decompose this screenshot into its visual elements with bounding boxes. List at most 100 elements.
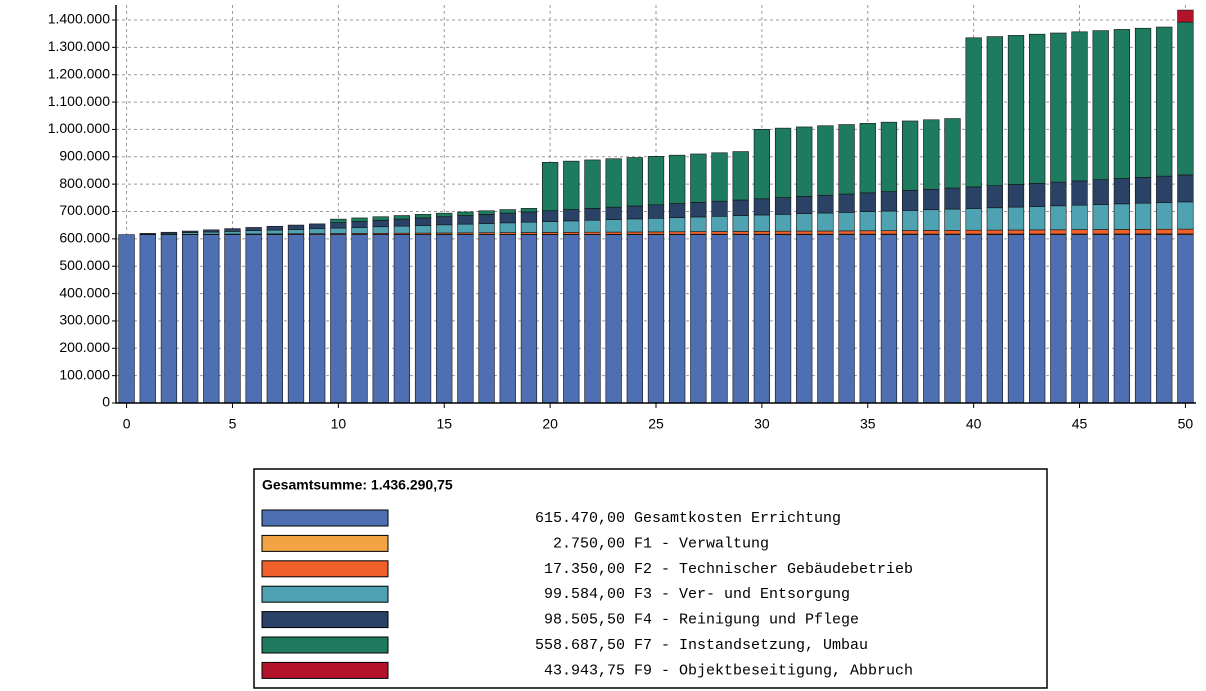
bar-segment <box>986 207 1003 231</box>
legend-swatch <box>261 534 389 552</box>
bar-segment <box>287 234 305 404</box>
bar-segment <box>1177 201 1194 230</box>
bar-segment <box>351 227 368 234</box>
bar-segment <box>499 209 516 214</box>
bar-segment <box>436 234 453 404</box>
bar-segment <box>669 154 686 204</box>
bar-segment <box>859 230 876 235</box>
bar-segment <box>1156 234 1173 404</box>
bar-segment <box>266 229 283 235</box>
legend-label: F4 - Reinigung und Pflege <box>634 612 859 629</box>
y-tick-label: 600.000 <box>59 230 110 246</box>
bar-segment <box>393 218 411 227</box>
bar-segment <box>499 212 516 224</box>
bar-segment <box>584 234 601 404</box>
bar-segment <box>838 230 855 235</box>
legend-amount: 17.350,00 <box>544 561 625 578</box>
bar-segment <box>181 230 199 233</box>
bar-segment <box>880 191 898 212</box>
x-tick-label: 0 <box>123 416 131 432</box>
bar-segment <box>753 231 771 235</box>
bar-segment <box>584 231 601 235</box>
bar-segment <box>478 210 495 215</box>
bar-segment <box>1071 180 1088 206</box>
bar-segment <box>1029 33 1046 184</box>
bar-segment <box>626 234 643 404</box>
bar-segment <box>605 219 622 233</box>
bar-segment <box>1071 229 1088 235</box>
bar-segment <box>923 230 940 235</box>
bar-segment <box>796 126 813 197</box>
bar-segment <box>541 162 559 212</box>
bar-segment <box>499 234 516 404</box>
bar-segment <box>986 234 1003 404</box>
bar-segment <box>796 234 813 404</box>
bar-segment <box>669 203 686 218</box>
bar-segment <box>753 198 771 216</box>
bar-segment <box>160 234 178 404</box>
bar-segment <box>838 212 855 232</box>
bar-segment <box>1029 182 1046 207</box>
bar-segment <box>774 127 792 198</box>
bar-segment <box>1134 202 1152 230</box>
bar-segment <box>1156 202 1173 230</box>
bar-segment <box>880 230 898 235</box>
bar-segment <box>690 231 707 235</box>
bar-segment <box>478 223 495 234</box>
y-tick-label: 700.000 <box>59 202 110 218</box>
bar-segment <box>224 231 241 235</box>
bar-segment <box>626 205 643 220</box>
bar-segment <box>351 234 368 404</box>
bar-segment <box>647 156 665 206</box>
bar-segment <box>563 234 580 404</box>
bar-segment <box>393 225 411 234</box>
bar-segment <box>626 157 643 207</box>
bar-segment <box>732 231 749 235</box>
x-tick-label: 15 <box>436 416 452 432</box>
bar-segment <box>796 230 813 235</box>
bar-segment <box>965 186 982 209</box>
bar-segment <box>1113 29 1131 179</box>
bar-segment <box>753 214 771 232</box>
bar-segment <box>859 211 876 232</box>
bar-segment <box>1029 229 1046 235</box>
bar-segment <box>838 124 855 195</box>
bar-segment <box>753 129 771 200</box>
bar-segment <box>541 234 559 404</box>
bar-segment <box>520 221 538 233</box>
y-tick-label: 400.000 <box>59 284 110 300</box>
bar-segment <box>224 228 241 232</box>
bar-segment <box>1007 234 1025 404</box>
bar-segment <box>986 229 1003 235</box>
bar-segment <box>965 234 982 404</box>
legend-title: Gesamtsumme: 1.436.290,75 <box>262 477 453 493</box>
bar-segment <box>605 231 622 235</box>
bar-segment <box>541 221 559 233</box>
bar-segment <box>1113 234 1131 404</box>
bar-segment <box>330 222 347 229</box>
legend-label: F7 - Instandsetzung, Umbau <box>634 637 868 654</box>
bar-segment <box>1071 31 1088 182</box>
bar-segment <box>711 234 728 404</box>
bar-segment <box>309 228 326 234</box>
bar-segment <box>1050 234 1067 404</box>
legend-label: F2 - Technischer Gebäudebetrieb <box>634 561 913 578</box>
y-tick-label: 900.000 <box>59 147 110 163</box>
y-tick-label: 1.400.000 <box>48 11 110 27</box>
bar-segment <box>457 234 474 404</box>
bar-segment <box>1177 9 1194 23</box>
bar-segment <box>1007 206 1025 231</box>
bar-segment <box>203 229 220 233</box>
bar-segment <box>563 160 580 210</box>
bar-segment <box>901 210 919 231</box>
bar-segment <box>1177 234 1194 404</box>
bar-segment <box>965 229 982 235</box>
bar-segment <box>817 230 834 235</box>
bar-segment <box>224 234 241 404</box>
bar-segment <box>859 123 876 194</box>
bar-segment <box>901 120 919 191</box>
bar-segment <box>266 225 283 231</box>
bar-segment <box>1134 234 1152 404</box>
bar-segment <box>796 196 813 214</box>
bar-segment <box>457 211 474 216</box>
